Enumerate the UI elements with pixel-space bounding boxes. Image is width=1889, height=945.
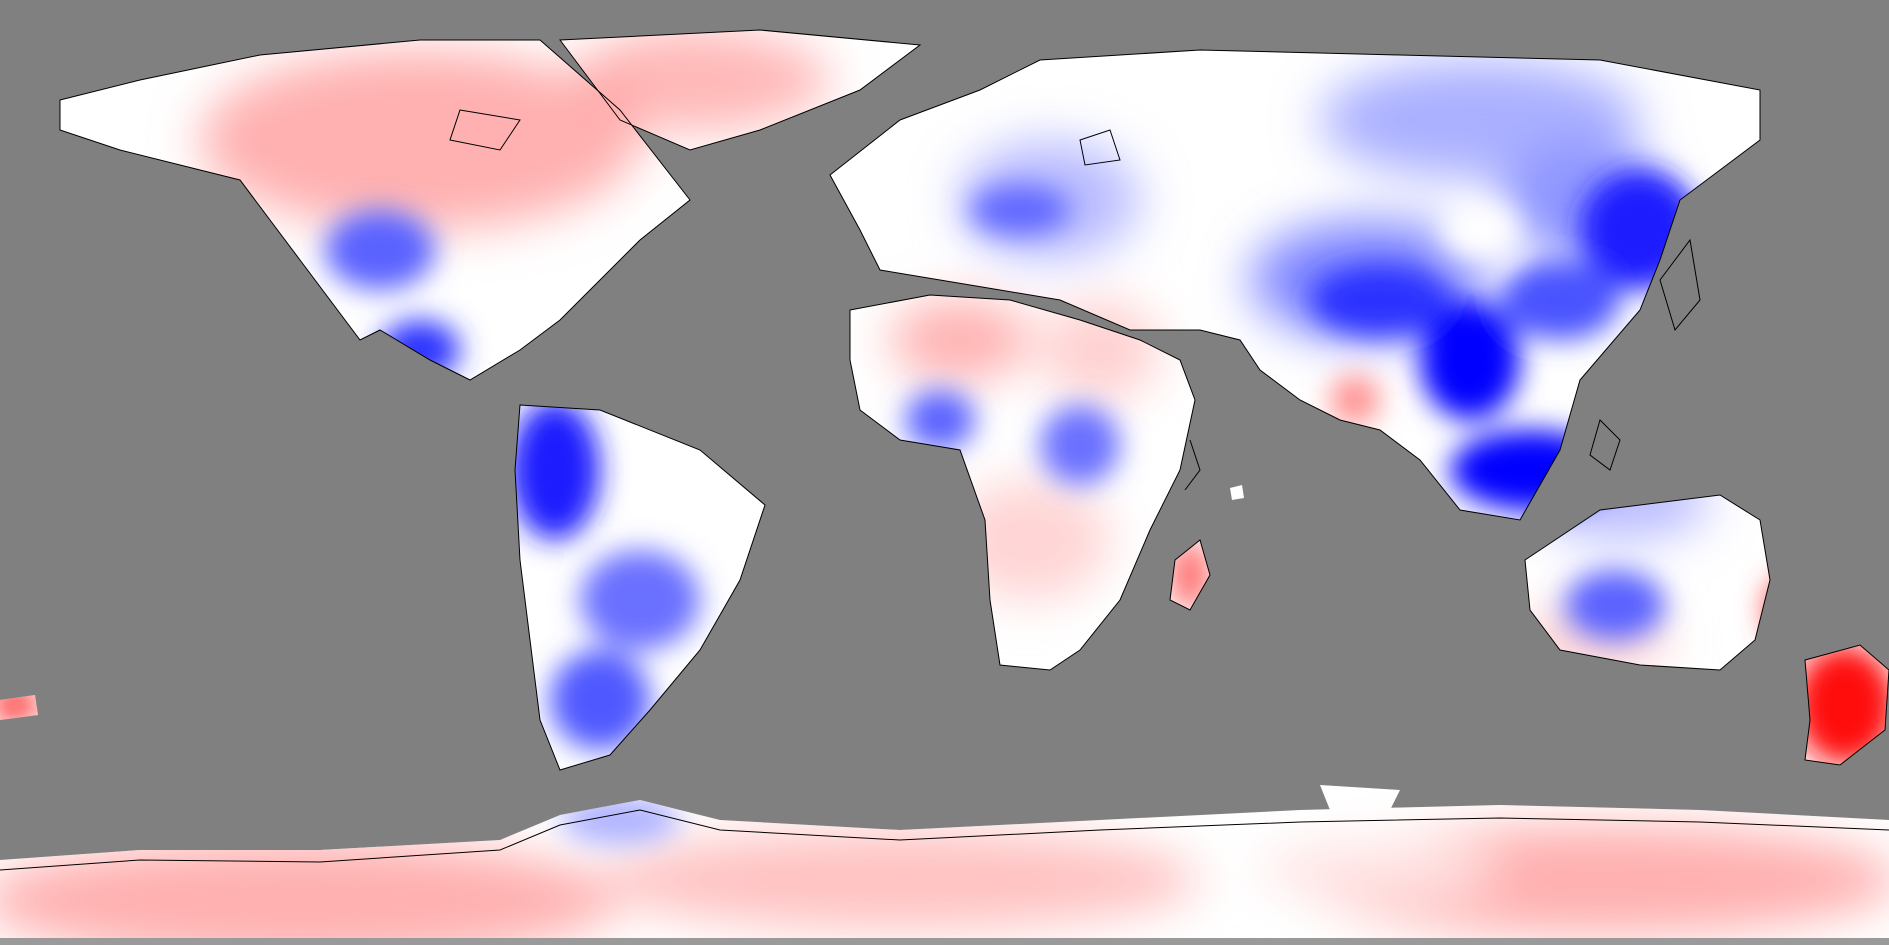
bottom-border <box>0 938 1889 945</box>
coastlines <box>0 29 1889 871</box>
